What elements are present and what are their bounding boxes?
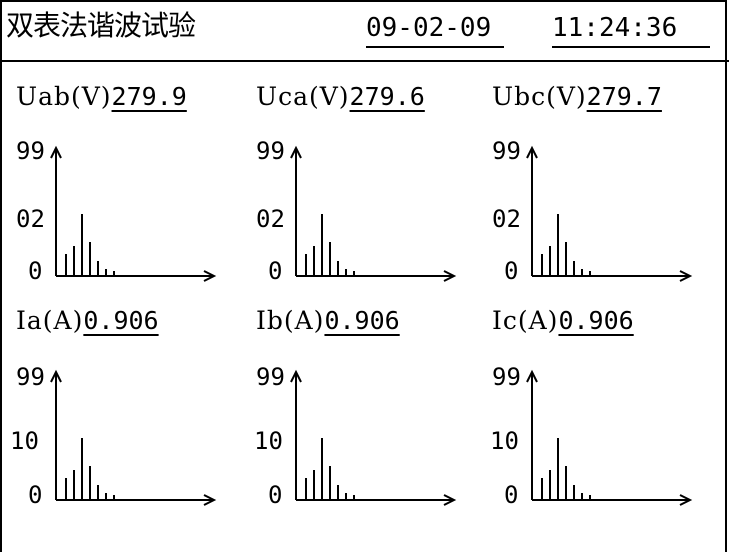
y-tick-zero: 0 xyxy=(504,257,519,285)
y-tick-top: 99 xyxy=(492,363,521,391)
y-axis-arrow-icon xyxy=(50,145,62,159)
y-axis-arrow-icon xyxy=(526,369,538,383)
harmonic-panel-ubc: Ubc(V)279.7 99 02 0 xyxy=(492,82,722,292)
harmonic-panel-uab: Uab(V)279.9 99 02 0 xyxy=(16,82,246,292)
y-axis-arrow-icon xyxy=(50,369,62,383)
date-readout: 09-02-09 xyxy=(366,13,492,43)
channel-value: 0.906 xyxy=(324,306,400,335)
measurement-label: Uca(V)279.6 xyxy=(256,82,425,112)
measurement-label: Ic(A)0.906 xyxy=(492,306,634,336)
x-axis-arrow-icon xyxy=(443,270,457,282)
x-axis-arrow-icon xyxy=(443,494,457,506)
time-readout: 11:24:36 xyxy=(552,13,678,43)
measurement-label: Ia(A)0.906 xyxy=(16,306,159,336)
x-axis-arrow-icon xyxy=(203,494,217,506)
y-axis-arrow-icon xyxy=(290,369,302,383)
y-tick-mid: 02 xyxy=(492,205,521,233)
harmonic-spectrum-plot xyxy=(290,145,457,282)
y-tick-mid: 10 xyxy=(490,427,519,455)
channel-value: 279.7 xyxy=(586,82,662,111)
y-tick-mid: 10 xyxy=(254,427,283,455)
channel-label: Ia(A) xyxy=(16,306,84,335)
harmonic-spectrum-plot xyxy=(526,369,693,506)
date-underline xyxy=(366,46,504,48)
channel-value: 0.906 xyxy=(558,306,634,335)
channel-label: Uab(V) xyxy=(16,82,112,111)
harmonic-spectrum-plot xyxy=(290,369,457,506)
y-tick-top: 99 xyxy=(16,137,45,165)
y-tick-zero: 0 xyxy=(28,481,43,509)
channel-value: 279.6 xyxy=(349,82,425,111)
y-tick-top: 99 xyxy=(256,137,285,165)
y-tick-top: 99 xyxy=(492,137,521,165)
y-tick-zero: 0 xyxy=(268,257,283,285)
y-tick-top: 99 xyxy=(256,363,285,391)
y-axis-arrow-icon xyxy=(526,145,538,159)
harmonic-panel-ic: Ic(A)0.906 99 10 0 xyxy=(490,306,722,516)
channel-value: 0.906 xyxy=(83,306,159,335)
measurement-label: Ubc(V)279.7 xyxy=(492,82,662,112)
y-tick-zero: 0 xyxy=(268,481,283,509)
x-axis-arrow-icon xyxy=(679,270,693,282)
measurement-label: Uab(V)279.9 xyxy=(16,82,187,112)
harmonic-spectrum-plot xyxy=(50,145,217,282)
harmonic-panel-ib: Ib(A)0.906 99 10 0 xyxy=(254,306,486,516)
y-tick-mid: 02 xyxy=(16,205,45,233)
channel-label: Ubc(V) xyxy=(492,82,587,111)
measurement-label: Ib(A)0.906 xyxy=(256,306,400,336)
harmonic-spectrum-plot xyxy=(526,145,693,282)
y-axis-arrow-icon xyxy=(290,145,302,159)
harmonic-panel-ia: Ia(A)0.906 99 10 0 xyxy=(10,306,246,516)
header-bar: 双表法谐波试验 09-02-09 11:24:36 xyxy=(0,0,729,62)
x-axis-arrow-icon xyxy=(679,494,693,506)
page-title: 双表法谐波试验 xyxy=(6,9,196,42)
harmonic-panel-uca: Uca(V)279.6 99 02 0 xyxy=(256,82,486,292)
channel-label: Uca(V) xyxy=(256,82,350,111)
channel-value: 279.9 xyxy=(111,82,187,111)
y-tick-zero: 0 xyxy=(28,257,43,285)
y-tick-zero: 0 xyxy=(504,481,519,509)
y-tick-top: 99 xyxy=(16,363,45,391)
x-axis-arrow-icon xyxy=(203,270,217,282)
time-underline xyxy=(552,46,710,48)
harmonic-spectrum-plot xyxy=(50,369,217,506)
channel-label: Ib(A) xyxy=(256,306,325,335)
y-tick-mid: 10 xyxy=(10,427,39,455)
y-tick-mid: 02 xyxy=(256,205,285,233)
channel-label: Ic(A) xyxy=(492,306,559,335)
